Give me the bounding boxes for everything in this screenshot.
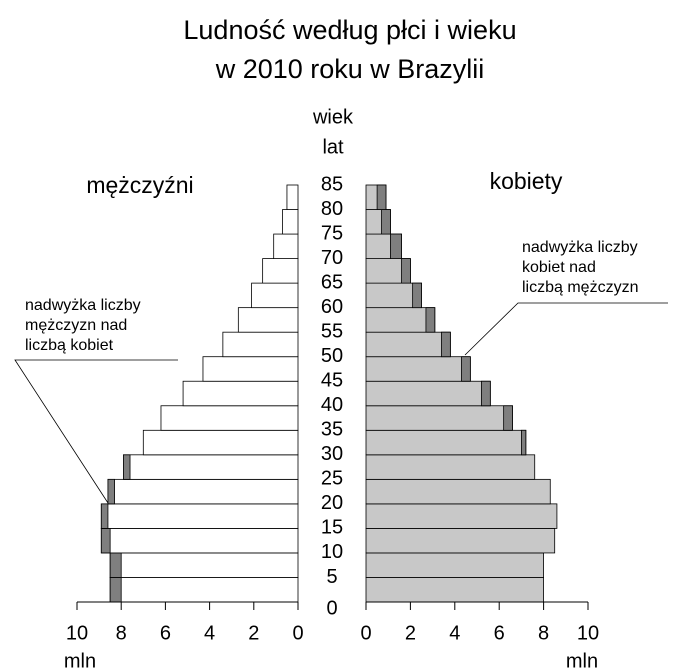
bar: [286, 184, 299, 210]
x-tick-label: 0: [360, 622, 371, 644]
y-tick-label: 65: [321, 271, 343, 293]
x-tick-label: 6: [494, 622, 505, 644]
bar: [365, 307, 436, 333]
axis-label: mln: [64, 650, 96, 672]
bar: [123, 454, 299, 480]
chart-title: Ludność według płci i wieku: [183, 15, 516, 45]
bar: [237, 307, 299, 333]
x-tick-label: 8: [538, 622, 549, 644]
bar: [262, 258, 299, 284]
excess-bar: [390, 233, 402, 259]
y-tick-label: 80: [321, 198, 343, 220]
bar: [109, 577, 299, 603]
axis-label: mln: [566, 650, 598, 672]
bar: [365, 454, 536, 480]
y-tick-label: 50: [321, 345, 343, 367]
annotation: mężczyzn nad: [25, 317, 127, 334]
bar: [365, 478, 551, 505]
excess-bar: [381, 209, 391, 235]
bar: [100, 503, 299, 529]
excess-bar: [100, 503, 109, 529]
bar: [182, 380, 299, 407]
bar: [282, 209, 299, 235]
annotation: nadwyżka liczby: [522, 239, 638, 256]
x-tick-label: 2: [248, 622, 259, 644]
bar: [251, 282, 299, 309]
bar: [273, 233, 299, 259]
excess-bar: [481, 380, 491, 407]
series-label: kobiety: [490, 168, 563, 194]
bar: [365, 577, 545, 603]
excess-bar: [461, 356, 471, 382]
series-label: mężczyźni: [86, 172, 193, 198]
bar: [100, 528, 299, 554]
x-tick-label: 10: [66, 622, 88, 644]
annotation: kobiet nad: [522, 259, 596, 276]
annotation-line: [14, 359, 178, 504]
y-tick-label: 30: [321, 443, 343, 465]
x-tick-label: 2: [405, 622, 416, 644]
excess-bar: [109, 552, 122, 578]
y-tick-label: 45: [321, 370, 343, 392]
x-tick-label: 10: [577, 622, 599, 644]
x-tick-label: 4: [204, 622, 215, 644]
excess-bar: [425, 307, 436, 333]
y-tick-label: 35: [321, 419, 343, 441]
annotation: liczbą kobiet: [25, 337, 114, 354]
y-tick-label: 25: [321, 468, 343, 490]
bar: [365, 528, 556, 554]
x-tick-label: 0: [292, 622, 303, 644]
bar: [365, 331, 451, 358]
excess-bar: [376, 184, 387, 210]
y-tick-label: 5: [326, 566, 337, 588]
excess-bar: [412, 282, 422, 309]
annotation: liczbą mężczyzn: [522, 279, 638, 296]
bar: [160, 405, 299, 431]
excess-bar: [109, 577, 122, 603]
axis-label: lat: [322, 136, 344, 158]
bar: [142, 429, 299, 456]
axis-label: wiek: [312, 106, 354, 128]
bar: [202, 356, 299, 382]
excess-bar: [441, 331, 451, 358]
y-tick-label: 40: [321, 394, 343, 416]
y-tick-label: 0: [326, 597, 337, 619]
excess-bar: [503, 405, 513, 431]
annotation: nadwyżka liczby: [25, 297, 141, 314]
bar: [109, 552, 299, 578]
bar: [365, 405, 513, 431]
bar: [365, 429, 527, 456]
y-tick-label: 85: [321, 173, 343, 195]
bar: [222, 331, 299, 358]
x-tick-label: 6: [160, 622, 171, 644]
y-tick-label: 75: [321, 222, 343, 244]
x-tick-label: 4: [449, 622, 460, 644]
bar: [365, 503, 558, 529]
x-tick-label: 8: [116, 622, 127, 644]
y-tick-label: 20: [321, 492, 343, 514]
y-tick-label: 10: [321, 541, 343, 563]
y-tick-label: 70: [321, 247, 343, 269]
y-tick-label: 60: [321, 296, 343, 318]
excess-bar: [100, 528, 111, 554]
excess-bar: [123, 454, 131, 480]
bar: [107, 478, 299, 505]
y-tick-label: 15: [321, 517, 343, 539]
excess-bar: [107, 478, 115, 505]
y-tick-label: 55: [321, 320, 343, 342]
excess-bar: [521, 429, 527, 456]
bar: [365, 552, 545, 578]
chart-title: w 2010 roku w Brazylii: [215, 54, 485, 84]
bar: [365, 356, 471, 382]
annotation-line: [464, 302, 668, 356]
bar: [365, 380, 491, 407]
excess-bar: [401, 258, 411, 284]
